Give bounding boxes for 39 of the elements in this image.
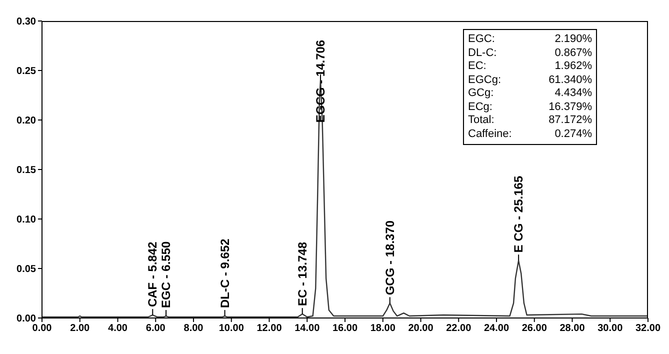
annotation: EGCG - 14.706	[313, 40, 328, 123]
annotation: CAF - 5.842	[146, 241, 160, 308]
annotation: E CG - 25.165	[512, 176, 526, 253]
y-tick-label: 0.20	[16, 116, 36, 127]
y-tick-label: 0.30	[16, 16, 36, 28]
text: EC: 1.962%	[468, 60, 592, 72]
x-tick-label: 20.00	[408, 323, 434, 334]
text: GCg: 4.434%	[468, 87, 592, 99]
annotation: EC - 13.748	[295, 242, 310, 306]
x-tick-label: 22.00	[446, 323, 472, 334]
text: EGCg: 61.340%	[468, 74, 592, 86]
text: EGC: 2.190%	[468, 33, 592, 45]
x-tick-label: 10.00	[218, 323, 244, 334]
text: Caffeine: 0.274%	[468, 128, 592, 140]
y-tick-label: 0.00	[16, 314, 36, 325]
x-tick-label: 26.00	[522, 323, 548, 334]
x-tick-label: 2.00	[70, 323, 90, 334]
y-tick-label: 0.05	[16, 264, 36, 276]
x-tick-label: 16.00	[332, 323, 358, 334]
text: Total: 87.172%	[468, 114, 592, 126]
y-tick-label: 0.25	[16, 66, 36, 78]
x-tick-label: 6.00	[146, 323, 166, 334]
annotation: GCG - 18.370	[382, 220, 397, 296]
x-tick-label: 8.00	[184, 323, 204, 334]
x-tick-label: 0.00	[32, 323, 52, 334]
x-tick-label: 30.00	[598, 323, 624, 334]
x-tick-label: 32.00	[635, 323, 661, 334]
text: ECg: 16.379%	[468, 100, 592, 112]
x-tick-label: 12.00	[256, 323, 282, 334]
text: DL-C: 0.867%	[468, 46, 592, 58]
x-tick-label: 14.00	[294, 323, 320, 334]
y-tick-label: 0.10	[16, 214, 36, 226]
y-tick-label: 0.15	[16, 165, 36, 176]
annotation: DL-C - 9.652	[218, 238, 232, 308]
x-tick-label: 18.00	[370, 323, 396, 334]
x-tick-label: 4.00	[108, 323, 128, 334]
annotation: EGC - 6.550	[159, 240, 174, 308]
x-tick-label: 24.00	[484, 323, 510, 334]
x-tick-label: 28.00	[560, 323, 586, 334]
